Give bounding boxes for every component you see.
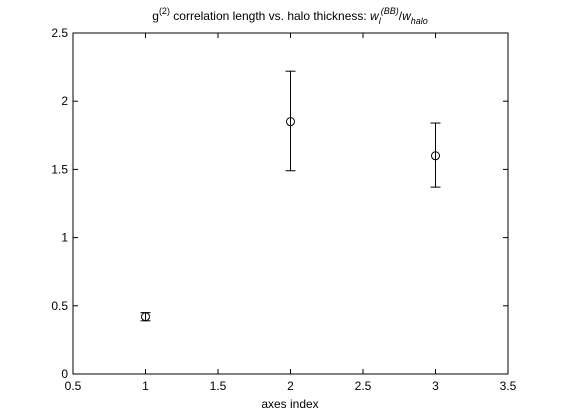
y-axis-ticks: 0 0.5 1 1.5 2 2.5 [51,26,508,381]
x-tick-label: 2.5 [355,379,372,393]
x-tick-label: 3.5 [500,379,517,393]
x-axis-label: axes index [261,397,318,411]
data-point [431,151,440,161]
x-tick-label: 1.5 [210,379,227,393]
title-math-sup-bb: (BB) [381,6,399,16]
title-math-sub-l: l [379,16,382,26]
x-axis-ticks: 0.5 1 1.5 2 2.5 3 3.5 [65,33,517,393]
y-tick-label: 1.5 [51,162,68,176]
title-prefix: g [152,9,159,23]
y-tick-label: 1 [61,231,68,245]
y-tick-label: 2 [61,94,68,108]
chart-title: g(2) correlation length vs. halo thickne… [152,6,428,26]
data-marks [140,70,441,322]
x-tick-label: 0.5 [65,379,82,393]
title-math-w2: w [402,9,412,23]
y-tick-label: 2.5 [51,26,68,40]
y-tick-label: 0 [61,367,68,381]
title-math-w: w [370,9,380,23]
title-superscript: (2) [159,6,170,16]
data-point [286,117,295,127]
title-main: correlation length vs. halo thickness: [170,9,370,23]
data-point-group [285,70,296,172]
x-tick-label: 3 [432,379,439,393]
title-math-slash: / [399,9,403,23]
y-tick-label: 0.5 [51,299,68,313]
data-point [141,312,150,322]
title-math-sub-halo: halo [411,16,428,26]
x-tick-label: 2 [287,379,294,393]
data-point-group [430,122,441,188]
data-point-group [140,312,151,322]
x-tick-label: 1 [142,379,149,393]
